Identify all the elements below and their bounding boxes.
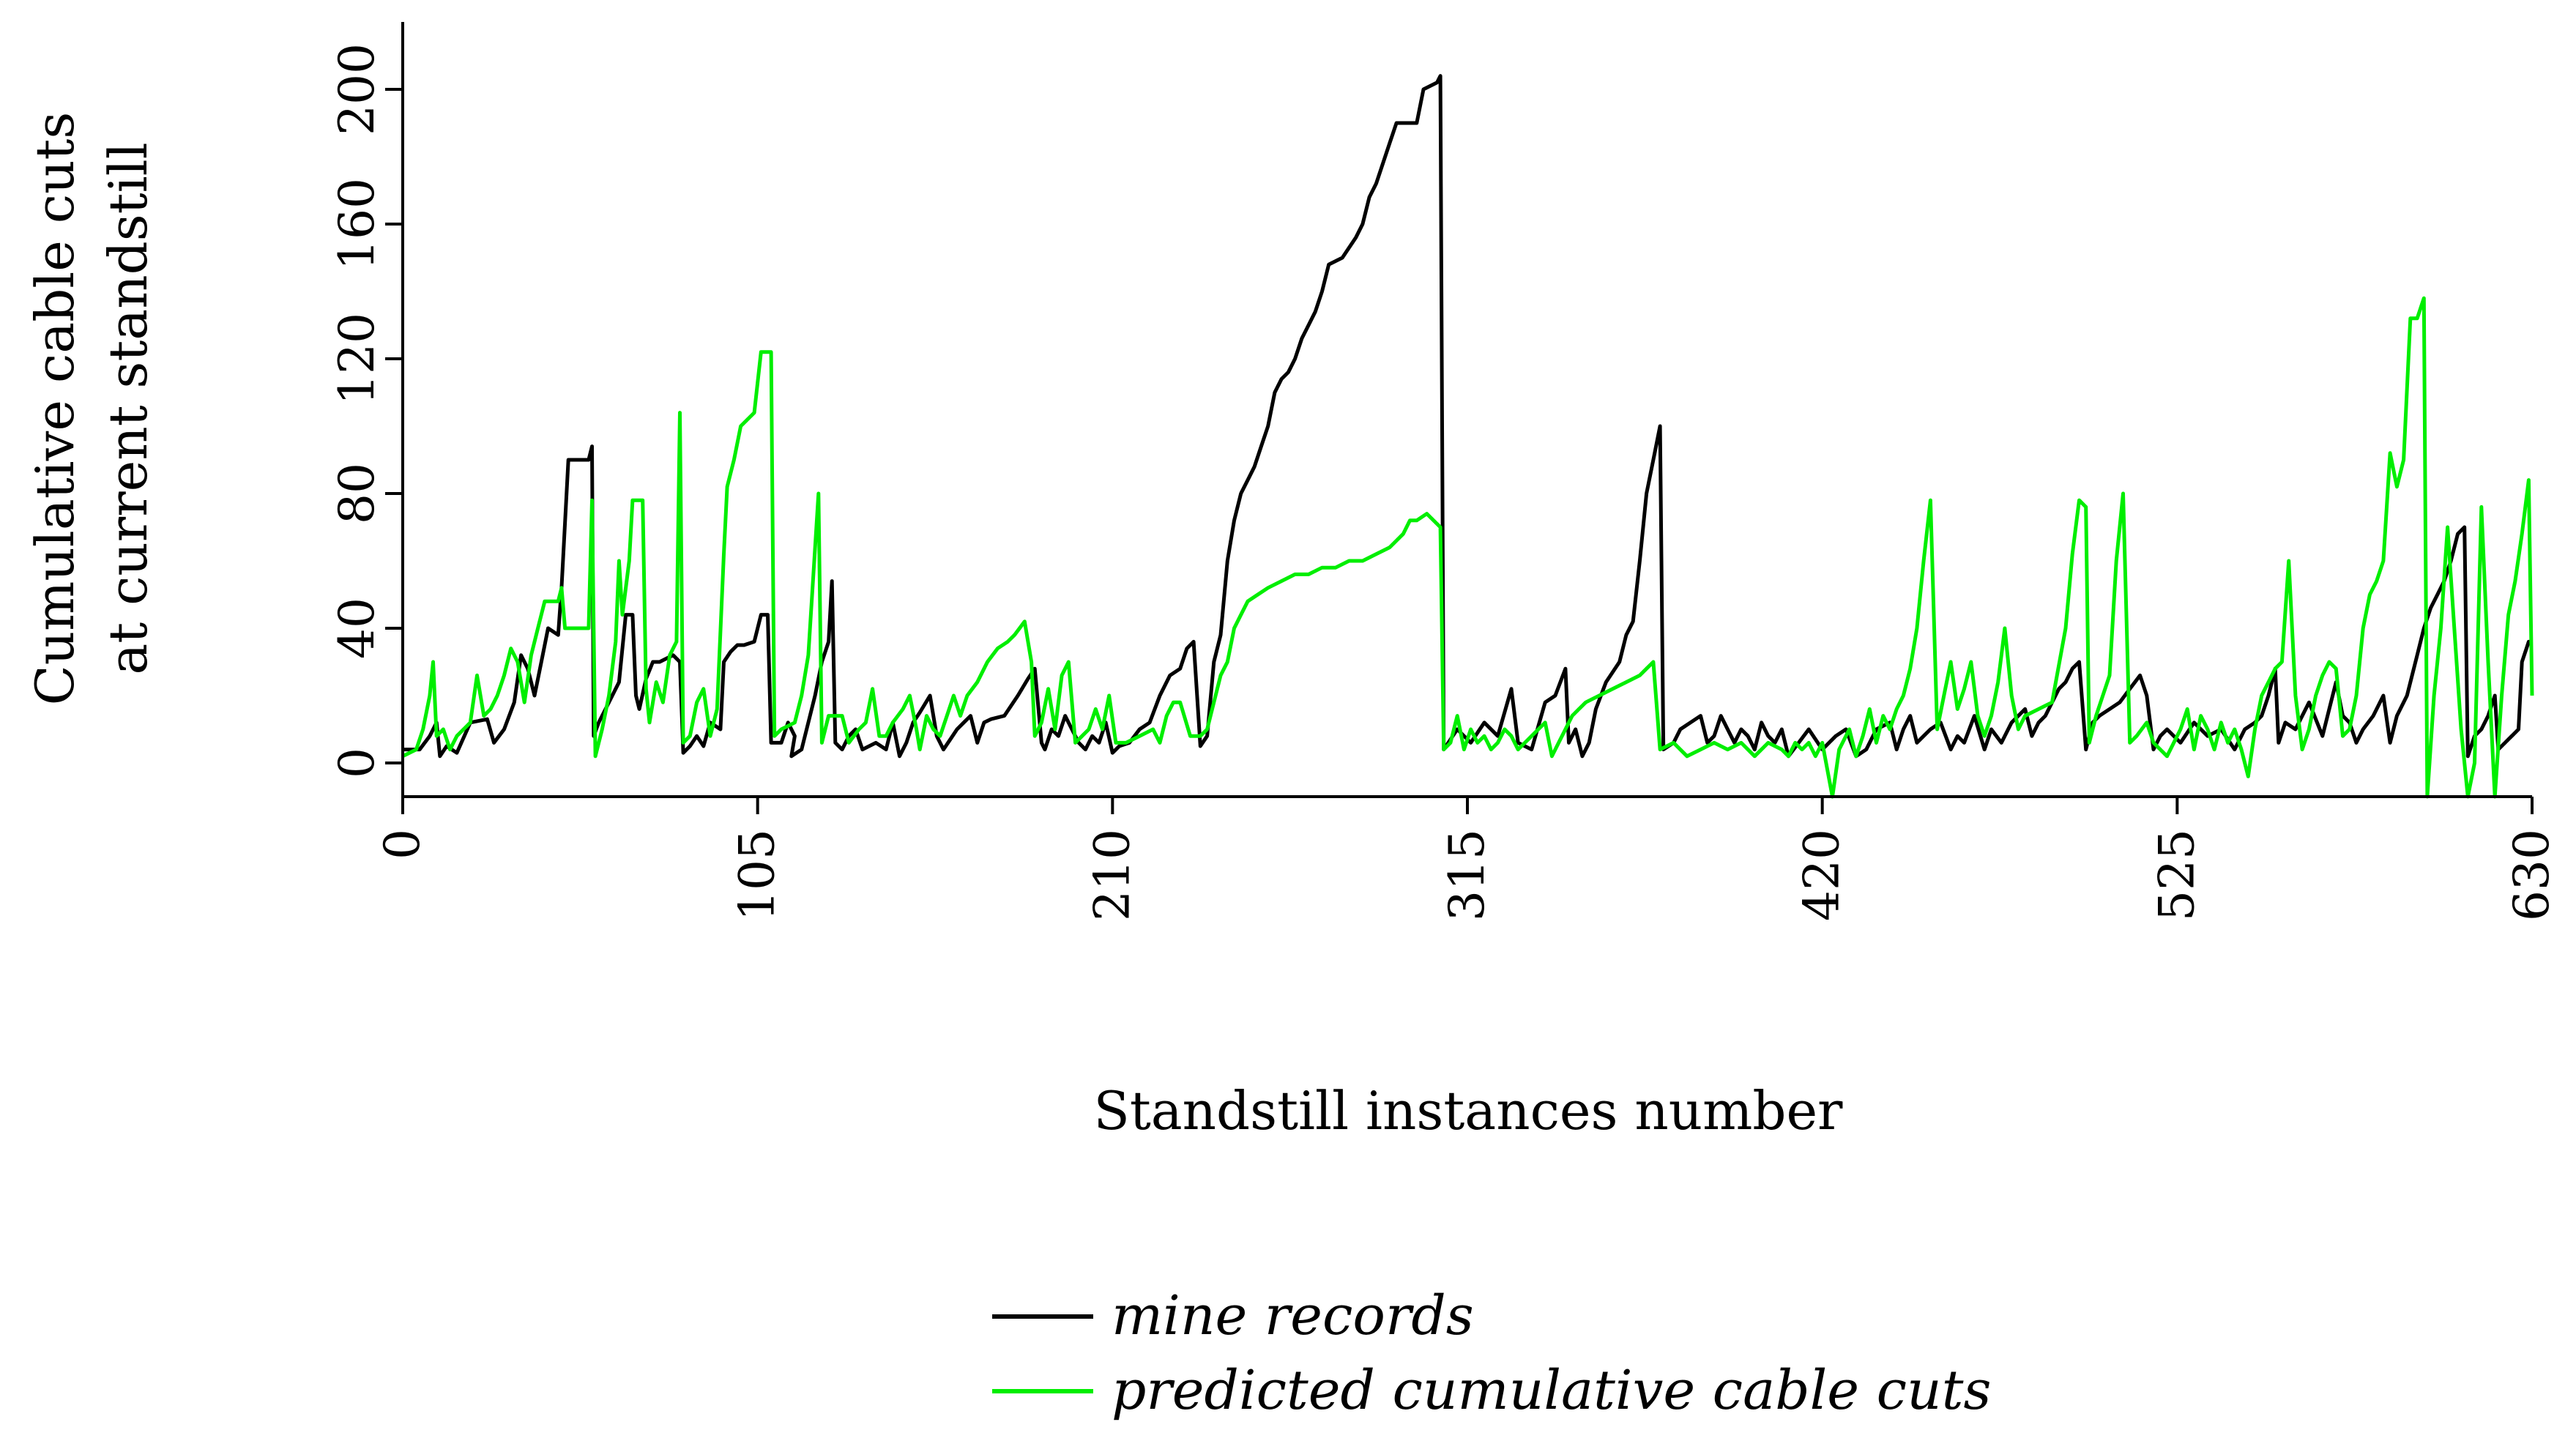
series-line-mine-records bbox=[403, 74, 2532, 759]
legend: mine records predicted cumulative cable … bbox=[992, 1284, 1991, 1422]
y-axis-title-line-1: Cumulative cable cuts bbox=[24, 112, 86, 706]
x-tick-label: 420 bbox=[1794, 829, 1850, 921]
x-axis-title: Standstill instances number bbox=[1094, 1080, 1844, 1142]
y-tick-label: 120 bbox=[329, 313, 385, 405]
x-tick-label: 630 bbox=[2504, 829, 2560, 921]
series-line-predicted-cumulative-cable-cuts bbox=[401, 296, 2534, 799]
legend-label-predicted-cable-cuts: predicted cumulative cable cuts bbox=[1112, 1359, 1991, 1422]
x-tick-label: 0 bbox=[374, 829, 431, 860]
y-tick-label: 160 bbox=[329, 178, 385, 270]
y-tick-label: 80 bbox=[329, 463, 385, 524]
axes-layer: 0 40 80 120 160 200 0 105 210 315 420 525 630 bbox=[329, 22, 2560, 921]
legend-label-mine-records: mine records bbox=[1112, 1284, 1474, 1347]
x-tick-label: 315 bbox=[1439, 829, 1495, 921]
y-axis-title-line-2: at current standstill bbox=[97, 142, 159, 674]
y-tick-label: 0 bbox=[329, 748, 385, 778]
x-tick-label: 210 bbox=[1084, 829, 1140, 921]
y-tick-label: 200 bbox=[329, 43, 385, 135]
y-tick-label: 40 bbox=[329, 597, 385, 659]
y-axis-title: Cumulative cable cuts at current standst… bbox=[24, 112, 159, 706]
series-layer bbox=[401, 74, 2534, 799]
x-tick-label: 525 bbox=[2148, 829, 2205, 921]
x-tick-label: 105 bbox=[729, 829, 786, 921]
